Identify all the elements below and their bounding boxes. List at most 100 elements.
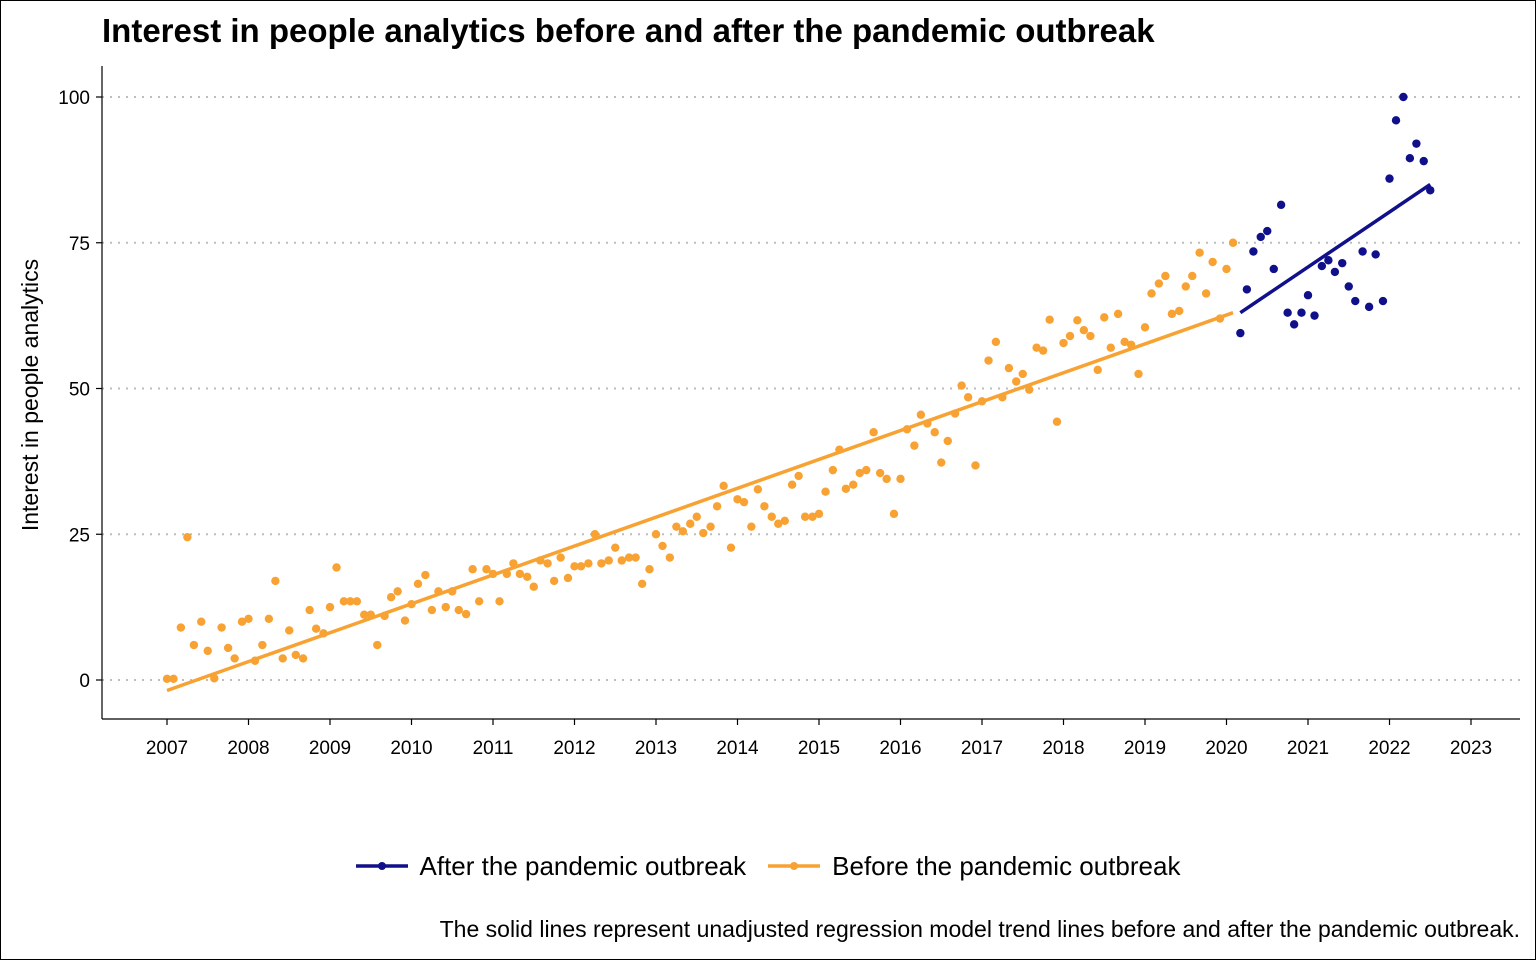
x-tick-label-5: 2012 [553, 738, 595, 759]
point-s1-118 [963, 393, 973, 402]
point-s1-143 [1134, 369, 1143, 379]
point-s1-90 [774, 519, 783, 528]
point-s1-32 [380, 611, 389, 621]
x-tick-label-13: 2020 [1205, 738, 1247, 759]
point-s0-15 [1338, 258, 1347, 268]
point-s1-53 [523, 572, 532, 582]
point-s1-68 [624, 553, 634, 562]
point-s0-20 [1371, 250, 1380, 259]
point-s0-27 [1419, 156, 1428, 166]
trend-line-0 [1239, 182, 1432, 315]
point-s1-21 [305, 605, 314, 615]
point-s0-23 [1391, 116, 1401, 125]
y-tick-label-1: 25 [69, 525, 90, 546]
point-s1-146 [1154, 279, 1164, 288]
y-tick-label-4: 100 [58, 88, 90, 109]
point-s0-21 [1378, 296, 1388, 306]
point-s1-156 [1222, 264, 1231, 274]
axes: 0 25 50 75 100 2007 2008 2009 2010 2011 2012 2013 20… [58, 66, 1520, 759]
point-s1-59 [563, 573, 573, 583]
point-s1-152 [1195, 248, 1204, 257]
point-s1-144 [1140, 323, 1150, 332]
point-s0-25 [1405, 154, 1415, 163]
x-tick-label-7: 2014 [716, 738, 759, 759]
point-s1-102 [855, 468, 864, 478]
point-s1-96 [814, 509, 824, 519]
point-s0-17 [1351, 296, 1360, 306]
point-s1-55 [536, 556, 545, 565]
point-s1-140 [1113, 309, 1123, 319]
point-s1-27 [346, 597, 355, 606]
point-s1-137 [1093, 365, 1102, 375]
point-s1-134 [1073, 316, 1082, 325]
point-s0-19 [1364, 302, 1374, 312]
point-s1-136 [1086, 331, 1095, 341]
point-s1-74 [665, 553, 675, 562]
point-s1-130 [1045, 315, 1054, 324]
legend-item-after: After the pandemic outbreak [355, 850, 747, 882]
point-s1-25 [332, 563, 341, 572]
point-s1-48 [488, 569, 498, 579]
point-s1-20 [298, 654, 308, 663]
point-s1-39 [427, 605, 437, 615]
point-s1-34 [393, 587, 402, 596]
point-s1-121 [984, 356, 993, 365]
point-s1-100 [841, 484, 851, 493]
point-s1-119 [971, 461, 980, 470]
point-s1-50 [502, 569, 512, 579]
point-s0-2 [1249, 247, 1258, 256]
point-s1-101 [849, 480, 858, 489]
point-s1-122 [991, 337, 1001, 347]
point-s1-51 [509, 559, 518, 568]
point-s1-42 [448, 587, 457, 596]
point-s1-31 [373, 640, 382, 650]
point-s1-0 [162, 674, 172, 684]
point-s1-113 [930, 428, 939, 437]
x-tick-label-1: 2008 [227, 738, 269, 759]
point-s1-108 [896, 474, 905, 484]
point-s1-37 [413, 579, 423, 589]
trend-lines [166, 182, 1432, 693]
point-s1-112 [923, 419, 932, 428]
point-s1-71 [645, 565, 654, 574]
point-s1-89 [767, 512, 776, 521]
point-s1-83 [726, 543, 736, 552]
point-s1-120 [977, 397, 987, 406]
x-tick-label-8: 2015 [798, 738, 840, 759]
point-s1-86 [747, 522, 756, 531]
point-s0-14 [1330, 267, 1340, 277]
point-s1-129 [1038, 346, 1048, 355]
point-s1-22 [311, 624, 321, 633]
point-s1-78 [692, 512, 701, 521]
point-s1-79 [699, 528, 708, 538]
point-s1-76 [678, 527, 688, 536]
data-points [162, 92, 1435, 684]
point-s1-18 [285, 626, 294, 635]
point-s1-66 [611, 543, 620, 552]
point-s1-57 [549, 576, 559, 586]
x-tick-label-10: 2017 [961, 738, 1003, 759]
point-s1-150 [1181, 282, 1190, 291]
x-tick-label-3: 2010 [390, 738, 432, 759]
x-tick-label-6: 2013 [635, 738, 677, 759]
point-s1-97 [821, 487, 830, 496]
point-s1-131 [1052, 417, 1062, 426]
point-s1-98 [828, 465, 838, 475]
point-s1-92 [787, 480, 797, 489]
legend-label-after: After the pandemic outbreak [419, 850, 747, 881]
point-s1-104 [869, 428, 878, 437]
point-s0-8 [1289, 320, 1299, 329]
point-s1-154 [1208, 257, 1217, 267]
point-s1-11 [237, 617, 247, 626]
trend-line-1 [166, 311, 1234, 693]
point-s1-80 [706, 522, 715, 531]
point-s1-26 [339, 597, 349, 606]
point-s1-75 [672, 522, 681, 531]
point-s1-126 [1018, 369, 1027, 379]
point-s1-9 [223, 643, 233, 653]
point-s1-30 [366, 610, 375, 619]
point-s1-135 [1079, 326, 1089, 335]
point-s0-18 [1358, 247, 1367, 256]
y-tick-label-3: 75 [69, 234, 90, 255]
